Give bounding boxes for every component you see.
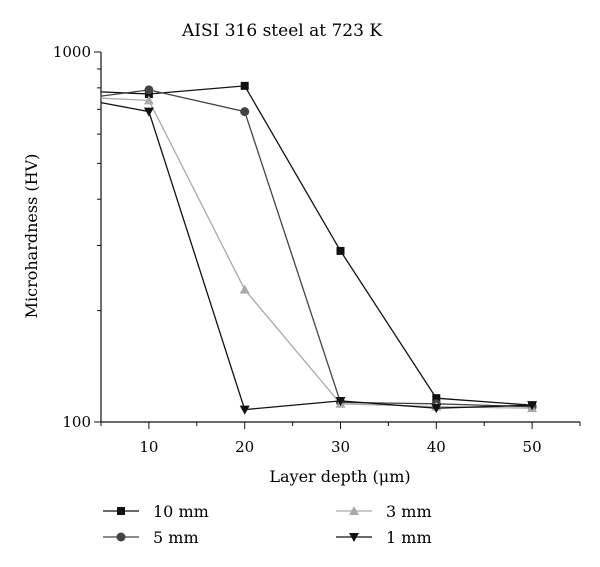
chart-title: AISI 316 steel at 723 K	[181, 21, 382, 41]
data-point	[336, 246, 345, 255]
data-point	[143, 95, 154, 105]
series-line	[100, 97, 533, 409]
legend-label: 10 mm	[153, 502, 209, 521]
y-axis-label: Microhardness (HV)	[22, 154, 41, 319]
legend-marker	[116, 532, 126, 542]
data-point	[240, 81, 249, 90]
legend-item: 5 mm	[103, 528, 199, 547]
legend-item: 1 mm	[336, 528, 432, 547]
series-3	[100, 101, 538, 415]
series-2	[100, 95, 538, 413]
x-tick-label: 40	[427, 438, 446, 456]
series-layer	[100, 81, 538, 415]
data-point	[144, 85, 154, 95]
data-point	[240, 107, 250, 117]
series-line	[100, 85, 533, 406]
x-tick-label: 20	[235, 438, 254, 456]
x-tick-label: 50	[523, 438, 542, 456]
data-point	[239, 284, 250, 294]
data-point	[431, 404, 442, 414]
series-line	[100, 101, 533, 411]
series-0	[100, 81, 537, 410]
x-tick-label: 30	[331, 438, 350, 456]
y-tick-label: 100	[62, 413, 91, 431]
legend-marker	[349, 533, 359, 542]
legend-marker	[117, 507, 125, 515]
data-point	[527, 401, 538, 411]
legend-label: 1 mm	[386, 528, 432, 547]
legend-label: 3 mm	[386, 502, 432, 521]
y-tick-label: 1000	[53, 43, 91, 61]
legend-item: 3 mm	[336, 502, 432, 521]
legend-item: 10 mm	[103, 502, 209, 521]
data-point	[335, 396, 346, 406]
legend-marker	[349, 506, 359, 515]
data-point	[143, 107, 154, 117]
data-point	[239, 405, 250, 415]
axes: 10 20 30 40 50 100 1000	[53, 43, 581, 456]
x-axis-label: Layer depth (μm)	[269, 467, 410, 486]
x-tick-label: 10	[139, 438, 158, 456]
series-line	[100, 89, 533, 408]
legend: 10 mm 5 mm 3 mm 1 mm	[103, 502, 432, 547]
legend-label: 5 mm	[153, 528, 199, 547]
data-point	[432, 394, 441, 403]
